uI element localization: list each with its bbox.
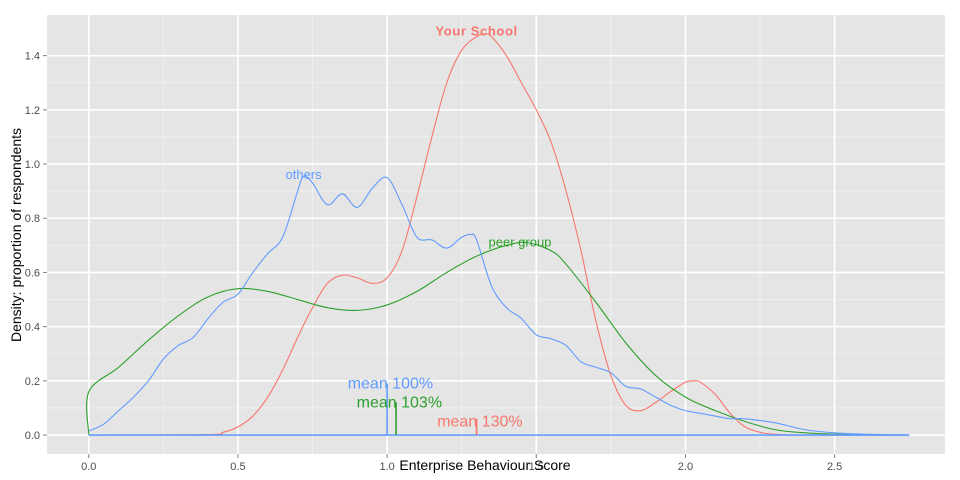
mean-label-peer-group: mean 103% (357, 395, 442, 412)
mean-label-your-school: mean 130% (437, 413, 522, 430)
series-line-others (88, 175, 910, 436)
series-label-peer-group: peer group (489, 235, 552, 250)
y-tick-label: 1.0 (25, 159, 40, 171)
y-tick-label: 0.0 (25, 430, 40, 442)
x-axis-ticks: 0.0 0.5 1.0 1.5 2.0 2.5 (81, 454, 842, 473)
series-line-your-school (88, 33, 910, 436)
x-tick-label: 0.5 (230, 461, 245, 473)
x-tick-label: 2.0 (678, 461, 693, 473)
y-tick-label: 0.6 (25, 267, 40, 279)
series-label-others: others (286, 167, 323, 182)
y-tick-label: 1.2 (25, 105, 40, 117)
x-tick-label: 0.0 (81, 461, 96, 473)
x-tick-label: 2.5 (827, 461, 842, 473)
series-layer (86, 33, 910, 436)
y-axis-ticks: 0.0 0.2 0.4 0.6 0.8 1.0 1.2 1.4 (25, 51, 47, 442)
series-label-your-school: Your School (436, 23, 518, 38)
x-axis-title: Enterprise Behaviour Score (399, 457, 570, 473)
y-axis-title: Density: proportion of respondents (8, 128, 24, 342)
minor-gridlines (47, 15, 945, 454)
y-tick-label: 0.8 (25, 213, 40, 225)
mean-label-others: mean 100% (348, 376, 433, 393)
annotation-layer: mean 100% mean 103%mean 130% others peer gr… (286, 23, 552, 436)
y-tick-label: 0.4 (25, 322, 40, 334)
x-tick-label: 1.5 (529, 461, 544, 473)
y-tick-label: 0.2 (25, 376, 40, 388)
series-line-peer-group (86, 241, 910, 436)
y-tick-label: 1.4 (25, 51, 40, 63)
x-tick-label: 1.0 (379, 461, 394, 473)
